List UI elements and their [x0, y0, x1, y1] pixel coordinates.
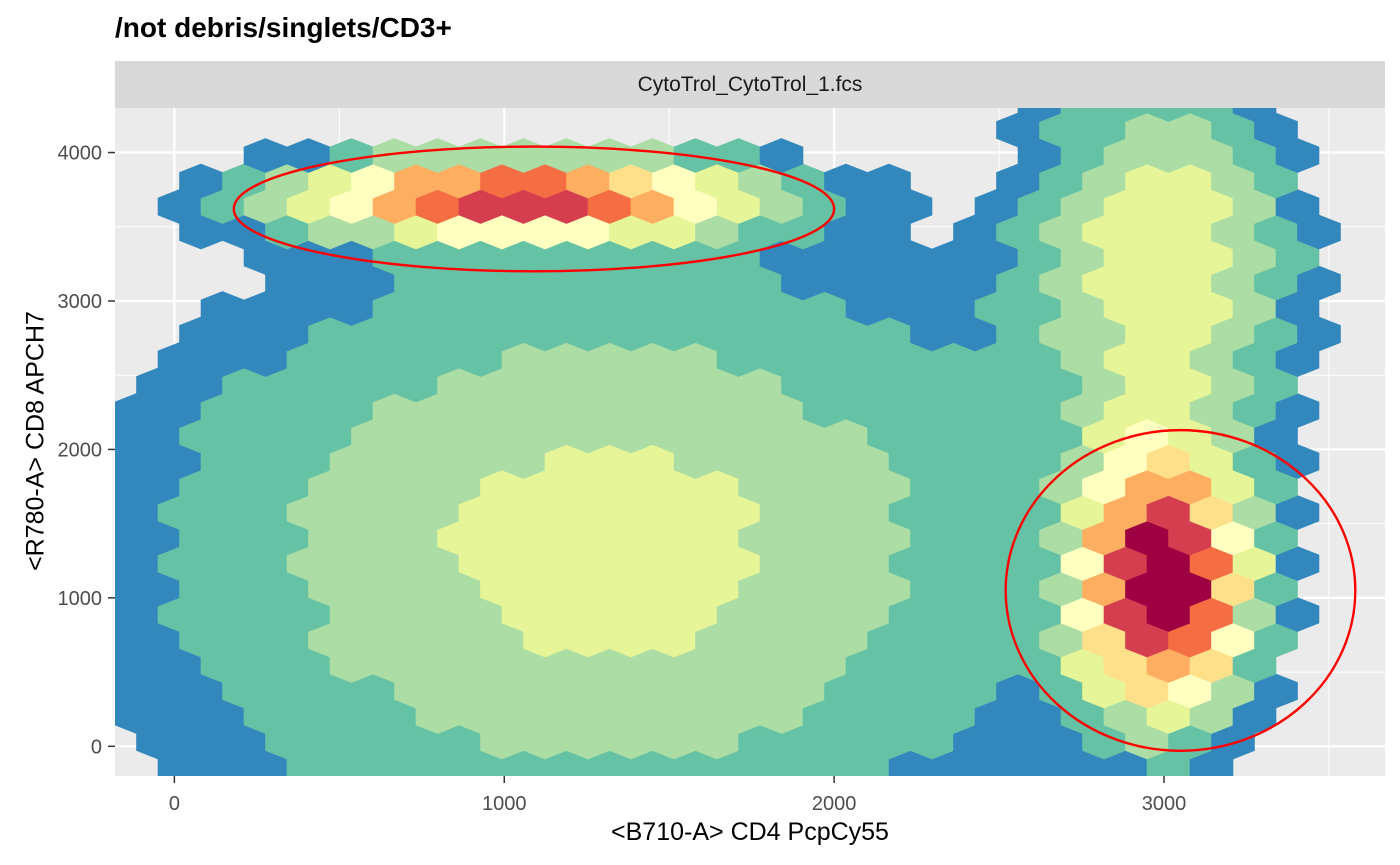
hex-bin	[587, 775, 589, 776]
hex-bin	[1189, 108, 1234, 122]
y-tick-label: 0	[91, 736, 102, 758]
hex-bin	[931, 775, 933, 776]
hex-bin	[115, 554, 116, 573]
hex-bin	[243, 775, 245, 776]
y-axis-label: <R780-A> CD8 APCH7	[21, 311, 50, 571]
hex-bin	[329, 775, 331, 776]
hex-bin	[51, 521, 94, 555]
hex-bin	[1017, 108, 1062, 122]
y-tick-label: 2000	[58, 439, 103, 461]
gate-ellipse-2	[1004, 428, 1357, 752]
x-tick-label: 1000	[482, 793, 527, 815]
hex-bin	[1146, 108, 1191, 122]
hex-bin	[544, 775, 546, 776]
hex-bin	[716, 775, 718, 776]
x-tick-label: 2000	[812, 793, 857, 815]
hex-bin	[286, 775, 288, 776]
hex-bin	[115, 503, 116, 522]
hex-bin	[673, 775, 675, 776]
y-tick-label: 1000	[58, 588, 103, 610]
y-tick-label: 3000	[58, 291, 103, 313]
hex-bin	[415, 775, 417, 776]
gate-ellipse-1	[232, 145, 836, 273]
hex-bin	[630, 775, 632, 776]
chart-title: /not debris/singlets/CD3+	[115, 12, 452, 43]
x-axis-label: <B710-A> CD4 PcpCy55	[611, 818, 889, 846]
hex-bin	[1103, 108, 1148, 122]
facet-label: CytoTrol_CytoTrol_1.fcs	[637, 73, 863, 96]
hex-bin	[867, 163, 911, 199]
y-tick-label: 4000	[58, 143, 103, 165]
hex-bin	[759, 775, 761, 776]
x-tick-label: 0	[169, 793, 180, 815]
hexbin-layer	[51, 108, 1341, 776]
hex-bin	[372, 775, 374, 776]
x-tick-label: 3000	[1142, 793, 1187, 815]
facet-strip: CytoTrol_CytoTrol_1.fcs	[115, 61, 1385, 108]
hex-bin	[974, 775, 976, 776]
hex-bin	[1060, 108, 1105, 122]
hex-bin	[888, 775, 890, 776]
hex-bin	[458, 775, 460, 776]
hex-bin	[1232, 108, 1277, 122]
